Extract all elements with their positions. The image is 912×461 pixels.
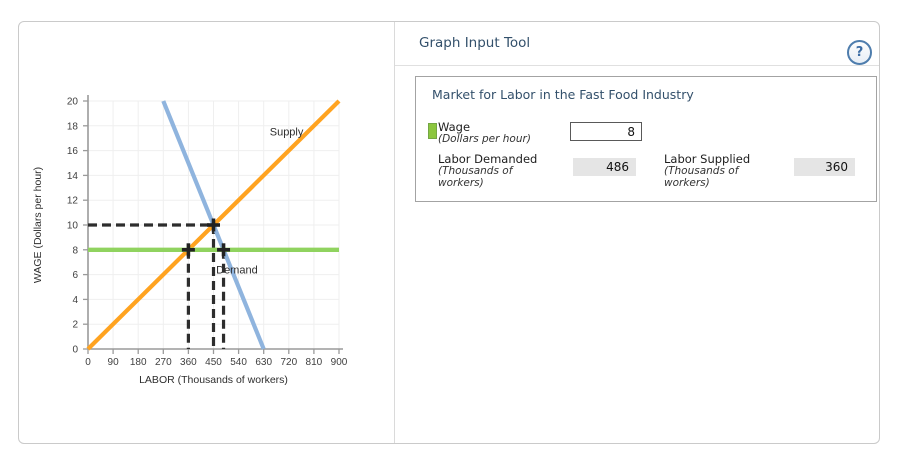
help-icon[interactable]: ?: [847, 40, 872, 65]
y-tick-label: 4: [72, 295, 78, 306]
y-tick-label: 12: [67, 196, 79, 207]
x-tick-label: 270: [155, 357, 172, 368]
panel-title: Market for Labor in the Fast Food Indust…: [432, 87, 694, 102]
page-title: Graph Input Tool: [419, 35, 531, 51]
x-tick-label: 360: [180, 357, 197, 368]
x-tick-label: 810: [306, 357, 323, 368]
y-tick-label: 6: [72, 270, 78, 281]
x-tick-label: 90: [108, 357, 120, 368]
x-axis-title: LABOR (Thousands of workers): [139, 374, 288, 386]
x-tick-label: 720: [280, 357, 297, 368]
x-tick-label: 180: [130, 357, 147, 368]
graph-tool-window: 0 2 4 6 8 10 12 14 16 18 20 0 90 180 270 360 450 540 630 72…: [18, 21, 880, 444]
tool-header: Graph Input Tool ?: [395, 22, 879, 66]
x-tick-label: 0: [85, 357, 91, 368]
y-tick-label: 10: [67, 221, 79, 232]
y-axis-title: WAGE (Dollars per hour): [32, 167, 44, 283]
y-tick-label: 2: [72, 320, 78, 331]
demand-curve-label: Demand: [216, 264, 258, 276]
wage-label-group: Wage (Dollars per hour): [438, 121, 531, 146]
wage-sublabel: (Dollars per hour): [438, 133, 531, 145]
wage-color-swatch: [428, 123, 437, 139]
x-tick-label: 900: [331, 357, 348, 368]
y-tick-label: 16: [67, 146, 79, 157]
y-tick-label: 20: [67, 97, 79, 108]
x-tick-label: 540: [230, 357, 247, 368]
labor-demanded-label: Labor Demanded: [438, 152, 538, 166]
tool-pane: Graph Input Tool ? Market for Labor in t…: [395, 22, 879, 443]
chart-pane: 0 2 4 6 8 10 12 14 16 18 20 0 90 180 270 360 450 540 630 72…: [19, 22, 395, 443]
labor-supplied-label-group: Labor Supplied (Thousands of workers): [664, 153, 784, 189]
supply-curve-label: Supply: [270, 127, 304, 139]
labor-demanded-label-group: Labor Demanded (Thousands of workers): [438, 153, 558, 189]
y-tick-label: 14: [67, 171, 79, 182]
wage-label: Wage: [438, 120, 471, 134]
labor-supplied-label: Labor Supplied: [664, 152, 751, 166]
market-panel: Market for Labor in the Fast Food Indust…: [415, 76, 877, 202]
y-tick-label: 8: [72, 245, 78, 256]
wage-input[interactable]: [570, 122, 642, 141]
x-tick-label: 630: [255, 357, 272, 368]
x-tick-label: 450: [205, 357, 222, 368]
labor-supplied-value: 360: [794, 158, 855, 176]
labor-demanded-sublabel: (Thousands of workers): [438, 165, 513, 189]
labor-supplied-sublabel: (Thousands of workers): [664, 165, 739, 189]
y-tick-label: 0: [72, 345, 78, 356]
labor-demanded-value: 486: [573, 158, 636, 176]
y-tick-label: 18: [67, 121, 79, 132]
